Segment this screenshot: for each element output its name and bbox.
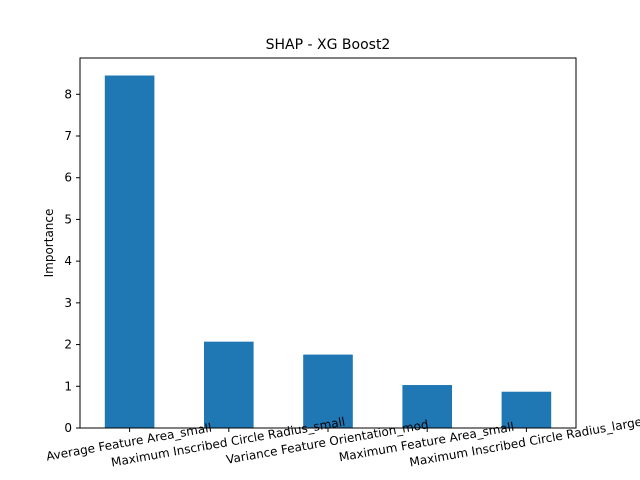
bars <box>104 75 552 429</box>
chart-title: SHAP - XG Boost2 <box>266 37 391 53</box>
y-tick-label: 7 <box>64 129 72 143</box>
y-tick-label: 2 <box>64 338 72 352</box>
bar <box>402 385 452 428</box>
y-axis-ticks: 0 1 2 3 4 5 6 7 8 <box>64 87 80 435</box>
bar <box>204 341 254 428</box>
bar <box>303 354 353 428</box>
plot-frame <box>79 57 577 429</box>
y-tick-label: 6 <box>64 171 72 185</box>
y-tick-label: 4 <box>64 254 72 268</box>
y-tick-label: 1 <box>64 379 72 393</box>
y-tick-label: 5 <box>64 212 72 226</box>
y-tick-label: 8 <box>64 87 72 101</box>
bar <box>501 391 552 428</box>
y-axis-label: Importance <box>42 209 56 278</box>
bar <box>104 75 155 429</box>
y-tick-label: 0 <box>64 421 72 435</box>
y-tick-label: 3 <box>64 296 72 310</box>
